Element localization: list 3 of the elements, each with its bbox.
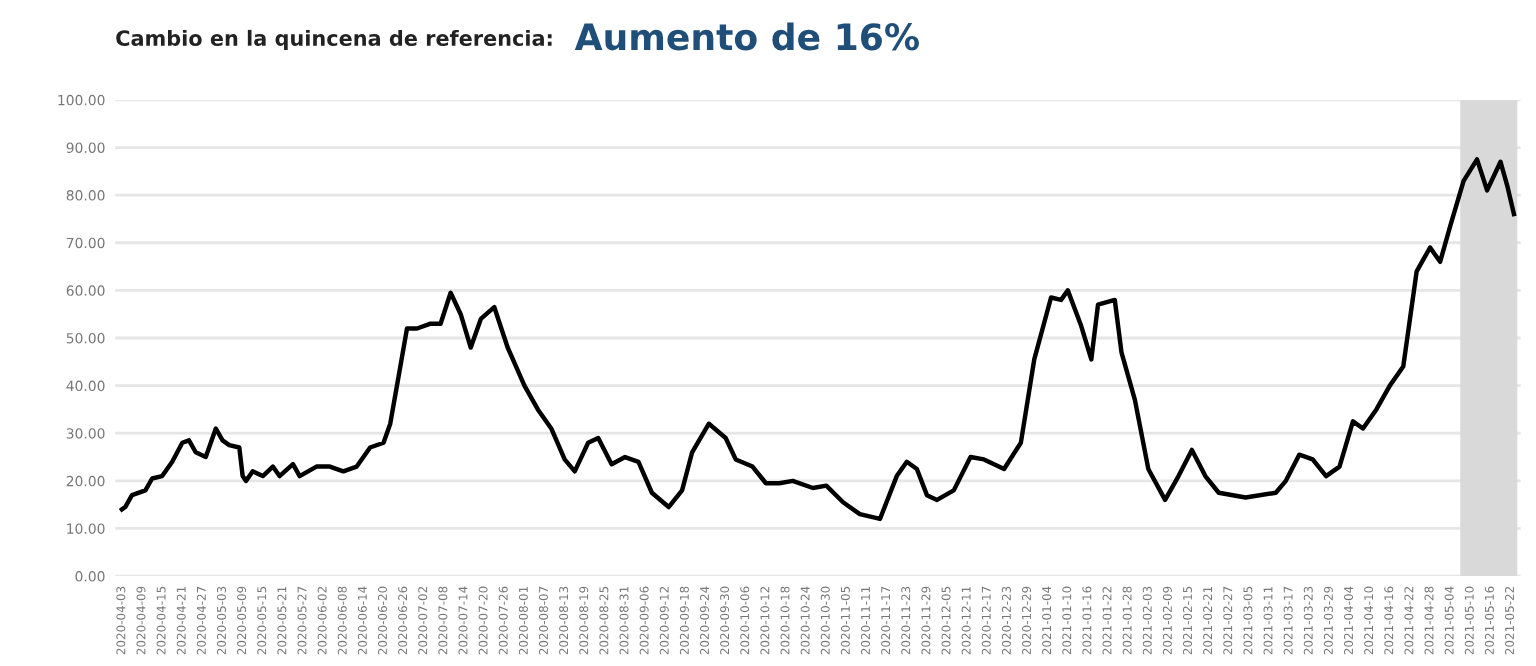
- chart-title: Cambio en la quincena de referencia:: [116, 29, 552, 51]
- chart-subtitle: Aumento de 16%: [574, 22, 919, 51]
- line-series: [119, 157, 1517, 522]
